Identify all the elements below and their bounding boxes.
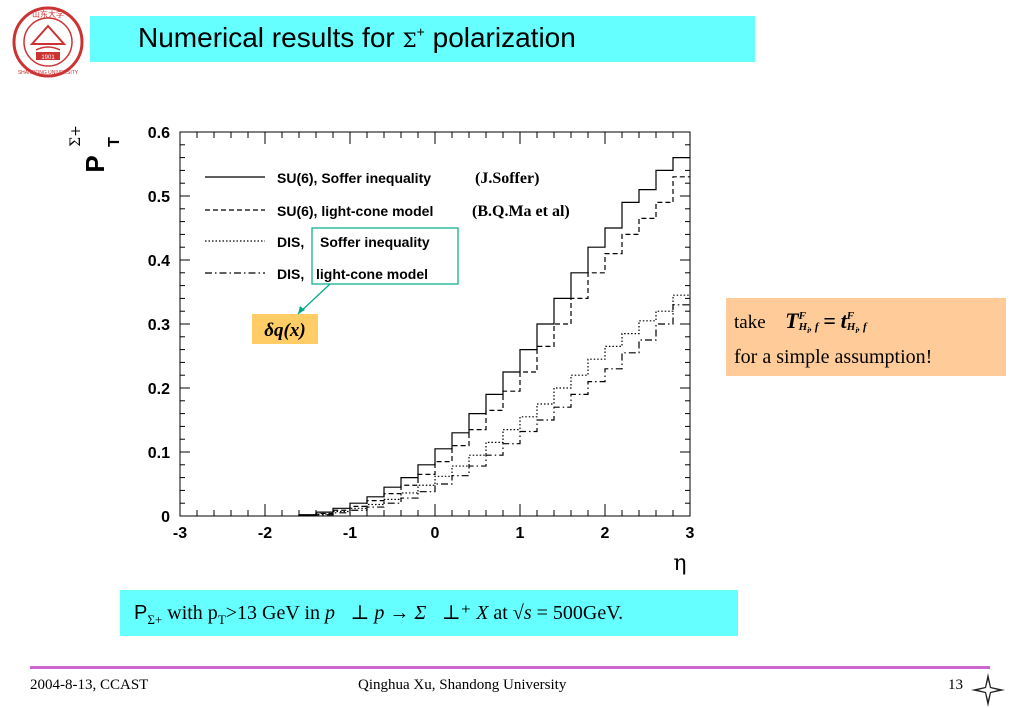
compass-icon: [971, 673, 1005, 707]
x-tick-label: -1: [343, 525, 357, 542]
x-tick-label: 2: [601, 525, 610, 542]
series-line-3: [298, 304, 690, 516]
title-bar: Numerical results for Σ+ polarization: [90, 16, 755, 62]
logo-text-bottom: SHANDONG UNIVERSITY: [18, 70, 79, 76]
x-tick-label: 0: [431, 525, 440, 542]
logo-year: 1901: [41, 55, 55, 61]
x-axis-label: η: [673, 551, 686, 576]
university-logo: 山东大学 1901 SHANDONG UNIVERSITY: [12, 6, 84, 78]
annotation-dq: δq(x): [252, 227, 459, 344]
x-tick-label: -3: [173, 525, 187, 542]
series-line-0: [298, 157, 690, 516]
legend-entry-3: DIS, light-cone model: [277, 266, 428, 282]
y-tick-label: 0.2: [148, 381, 170, 398]
series-line-2: [298, 294, 690, 516]
legend-entry-1: SU(6), light-cone model: [277, 203, 433, 219]
y-axis-label-sub: T: [106, 137, 123, 147]
x-tick-label: 3: [686, 525, 695, 542]
x-tick-label: -2: [258, 525, 272, 542]
footer-divider: [30, 666, 990, 669]
footer-date: 2004-8-13, CCAST: [30, 677, 149, 693]
y-tick-label: 0.3: [148, 317, 170, 334]
y-tick-label: 0: [161, 509, 170, 526]
y-tick-label: 0.6: [148, 125, 170, 142]
assumption-line1: take TF Hi, f = tF Hi, f: [734, 308, 867, 336]
legend-entry-2: DIS, Soffer inequality: [277, 234, 430, 250]
legend-note-1: (B.Q.Ma et al): [472, 203, 570, 220]
legend-note-0: (J.Soffer): [475, 170, 539, 187]
y-axis-label: P: [80, 155, 110, 172]
x-tick-label: 1: [516, 525, 525, 542]
page-number: 13: [948, 677, 963, 693]
footer-author: Qinghua Xu, Shandong University: [358, 677, 567, 693]
reaction-text: PΣ+ with pT>13 GeV in p⃗⊥ p → Σ⃗⊥⁺ X at …: [134, 602, 624, 627]
y-tick-label: 0.5: [148, 189, 170, 206]
y-axis-label-sup: Σ+: [68, 125, 84, 147]
legend-highlight-box: [311, 227, 459, 285]
y-tick-label: 0.1: [148, 445, 170, 462]
series-line-1: [298, 176, 690, 516]
assumption-line2: for a simple assumption!: [734, 346, 933, 368]
logo-text-top: 山东大学: [32, 9, 64, 19]
page-title: Numerical results for Σ+ polarization: [138, 22, 576, 53]
y-tick-label: 0.4: [148, 253, 170, 270]
annotation-text: δq(x): [264, 320, 305, 341]
assumption-box: take TF Hi, f = tF Hi, f for a simple assu…: [726, 298, 1006, 376]
reaction-box: PΣ+ with pT>13 GeV in p⃗⊥ p → Σ⃗⊥⁺ X at …: [120, 590, 738, 636]
legend-entry-0: SU(6), Soffer inequality: [277, 170, 431, 186]
